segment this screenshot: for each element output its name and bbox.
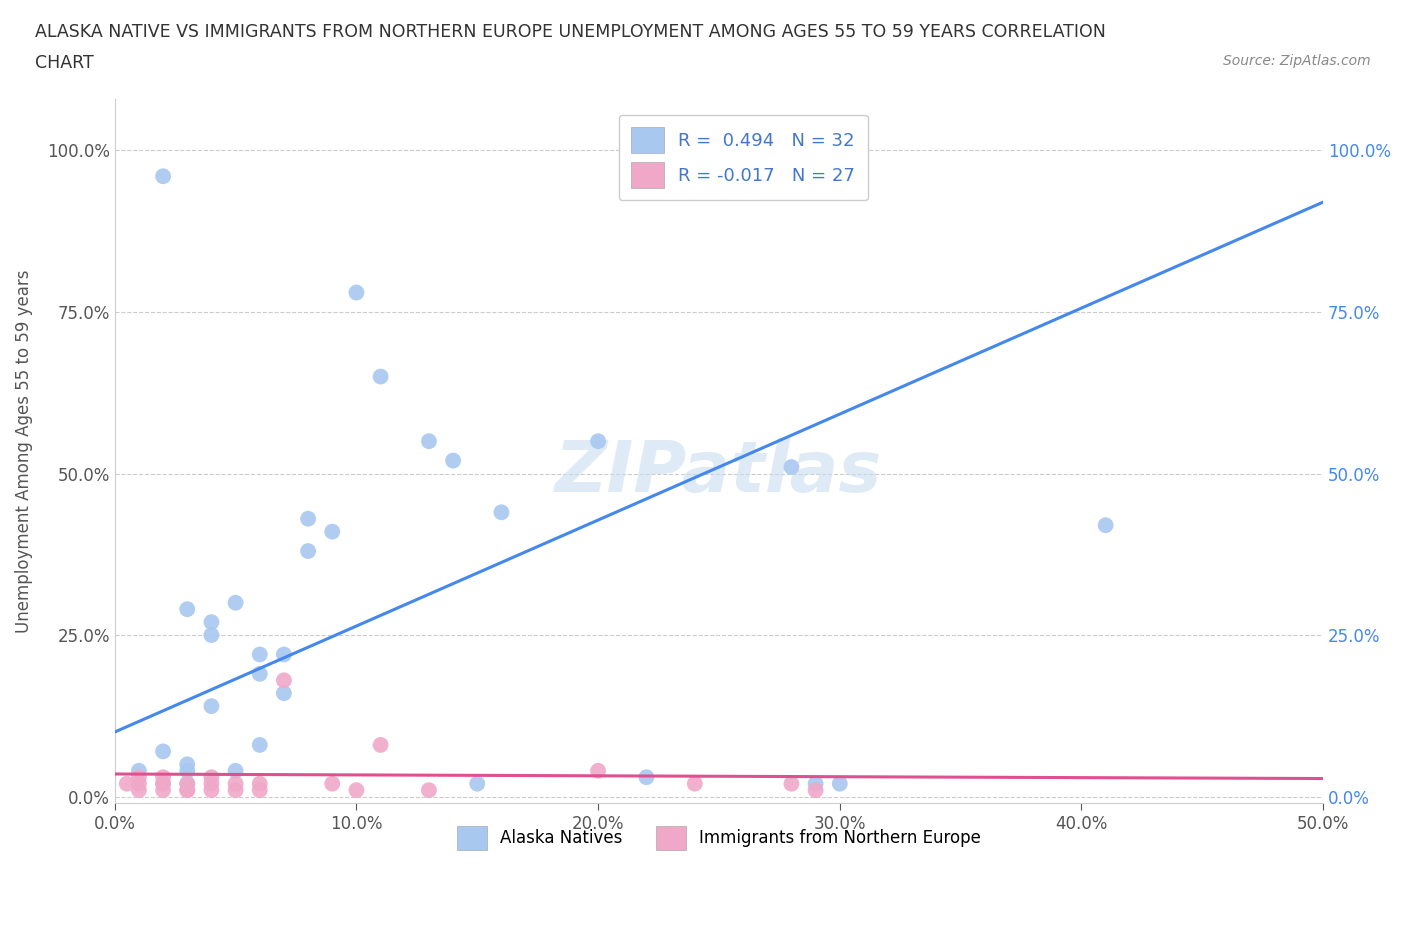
Text: CHART: CHART (35, 54, 94, 72)
Point (152, 770, 174, 785)
Point (200, 783, 222, 798)
Point (176, 783, 198, 798)
Text: ZIPatlas: ZIPatlas (555, 437, 883, 507)
Point (683, 777, 706, 791)
Point (225, 777, 247, 791)
Point (370, 369, 392, 384)
Point (225, 783, 247, 798)
Point (804, 783, 827, 798)
Point (128, 777, 150, 791)
Point (321, 777, 343, 791)
Point (249, 777, 271, 791)
Point (200, 777, 222, 791)
Point (321, 525, 343, 539)
Point (297, 544, 319, 559)
Point (152, 744, 174, 759)
Point (128, 770, 150, 785)
Point (152, 777, 174, 791)
Point (176, 777, 198, 791)
Point (441, 453, 464, 468)
Point (176, 783, 198, 798)
Point (249, 667, 271, 682)
Point (152, 777, 174, 791)
Point (249, 783, 271, 798)
Point (225, 764, 247, 778)
Point (1094, 518, 1116, 533)
Point (200, 770, 222, 785)
Point (128, 783, 150, 798)
Point (370, 737, 392, 752)
Text: Source: ZipAtlas.com: Source: ZipAtlas.com (1223, 54, 1371, 68)
Point (828, 777, 851, 791)
Point (418, 783, 440, 798)
Point (176, 602, 198, 617)
Point (225, 595, 247, 610)
Point (465, 777, 488, 791)
Point (297, 512, 319, 526)
Legend: Alaska Natives, Immigrants from Northern Europe: Alaska Natives, Immigrants from Northern… (449, 817, 990, 858)
Point (249, 647, 271, 662)
Point (586, 764, 609, 778)
Y-axis label: Unemployment Among Ages 55 to 59 years: Unemployment Among Ages 55 to 59 years (15, 269, 32, 632)
Point (200, 628, 222, 643)
Point (176, 764, 198, 778)
Point (200, 615, 222, 630)
Point (273, 647, 295, 662)
Point (152, 783, 174, 798)
Point (176, 757, 198, 772)
Point (152, 169, 174, 184)
Point (115, 777, 138, 791)
Point (128, 764, 150, 778)
Point (346, 783, 368, 798)
Point (780, 777, 803, 791)
Point (176, 777, 198, 791)
Point (346, 286, 368, 300)
Point (636, 770, 658, 785)
Text: ALASKA NATIVE VS IMMIGRANTS FROM NORTHERN EUROPE UNEMPLOYMENT AMONG AGES 55 TO 5: ALASKA NATIVE VS IMMIGRANTS FROM NORTHER… (35, 23, 1107, 41)
Point (249, 737, 271, 752)
Point (200, 698, 222, 713)
Point (273, 673, 295, 688)
Point (418, 433, 440, 448)
Point (586, 433, 609, 448)
Point (780, 459, 803, 474)
Point (491, 505, 513, 520)
Point (273, 685, 295, 700)
Point (804, 777, 827, 791)
